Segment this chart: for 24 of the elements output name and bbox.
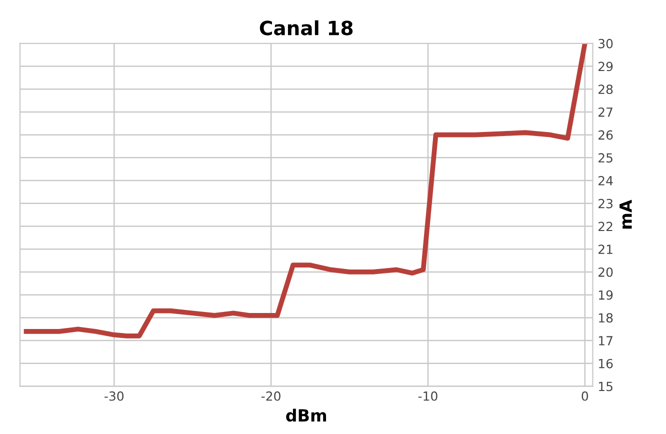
x-tick-label: 0 [582, 391, 588, 401]
y-tick-label: 23 [598, 198, 613, 208]
y-tick-label: 29 [598, 62, 613, 72]
x-tick-label: -10 [418, 391, 438, 401]
y-tick-label: 18 [598, 313, 613, 323]
y-tick-label: 28 [598, 84, 613, 94]
y-tick-label: 26 [598, 130, 613, 140]
x-axis-title: dBm [286, 408, 326, 422]
y-tick-label: 16 [598, 358, 613, 368]
y-tick-label: 17 [598, 336, 612, 346]
y-axis-title: mA [620, 200, 632, 229]
line-series [24, 43, 588, 338]
y-tick-label: 22 [598, 222, 612, 232]
y-tick-label: 27 [598, 107, 612, 117]
x-tick-label: -20 [261, 391, 280, 401]
chart-title: Canal 18 [260, 20, 353, 36]
x-tick-label: -30 [104, 391, 124, 401]
y-tick-label: 24 [598, 176, 613, 186]
y-tick-label: 15 [598, 382, 612, 392]
y-tick-label: 19 [598, 290, 613, 300]
y-tick-label: 25 [598, 153, 612, 163]
y-tick-label: 21 [598, 244, 612, 254]
y-tick-label: 30 [598, 38, 613, 48]
y-tick-label: 20 [598, 267, 613, 277]
